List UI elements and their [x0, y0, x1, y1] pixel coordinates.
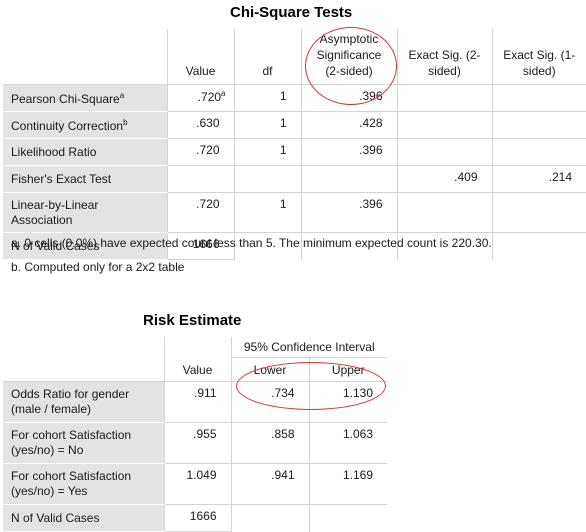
cell-value	[166, 165, 234, 193]
cell-exact1: .214	[491, 165, 586, 193]
cell-asymp: .396	[300, 138, 397, 166]
row-label: Continuity Correctionb	[3, 111, 167, 139]
cell-exact2	[396, 138, 492, 166]
column-header-value: Value	[166, 29, 234, 85]
cell-asymp	[300, 165, 397, 193]
corner-cell	[3, 357, 164, 382]
column-header-exact-sig-2-sided: Exact Sig. (2-sided)	[396, 29, 492, 85]
row-label: Odds Ratio for gender (male / female)	[3, 381, 164, 423]
cell-lower: .734	[230, 381, 309, 423]
cell-lower: .941	[230, 463, 309, 505]
cell-df: 1	[233, 138, 301, 166]
risk-estimate-title: Risk Estimate	[143, 312, 242, 329]
row-label: Fisher's Exact Test	[3, 165, 167, 193]
table-row: Pearson Chi-Squarea .720a 1 .396	[3, 84, 586, 112]
row-label: N of Valid Cases	[3, 504, 164, 532]
row-label: Pearson Chi-Squarea	[3, 84, 167, 112]
cell-upper: 1.169	[308, 463, 387, 505]
cell-value: .630	[166, 111, 234, 139]
cell-upper: 1.130	[308, 381, 387, 423]
footnote-marker: b	[123, 117, 128, 127]
cell-value: .911	[163, 381, 231, 423]
table-row: Linear-by-Linear Association .720 1 .396	[3, 192, 586, 233]
row-label: N of Valid Cases	[3, 232, 167, 260]
confidence-interval-group-header: 95% Confidence Interval	[230, 337, 387, 358]
table-row: Odds Ratio for gender (male / female) .9…	[3, 381, 387, 423]
cell-df	[233, 232, 301, 260]
column-header-upper: Upper	[308, 357, 387, 382]
cell-exact1	[491, 138, 586, 166]
chi-square-table: Value df Asymptotic Significance (2-side…	[3, 29, 586, 260]
cell-value: 1666	[166, 232, 234, 260]
table-row: Continuity Correctionb .630 1 .428	[3, 111, 586, 139]
cell-value: 1.049	[163, 463, 231, 505]
risk-estimate-table: 95% Confidence Interval Value Lower Uppe…	[3, 337, 387, 532]
cell-value: .720	[166, 138, 234, 166]
cell-exact1	[491, 232, 586, 260]
row-label: Linear-by-Linear Association	[3, 192, 167, 233]
table-row: N of Valid Cases 1666	[3, 232, 586, 260]
cell-asymp: .396	[300, 192, 397, 233]
spacer-cell	[163, 337, 231, 358]
cell-lower: .858	[230, 422, 309, 464]
table-header-row: 95% Confidence Interval	[3, 337, 387, 358]
cell-exact2	[396, 111, 492, 139]
table-header-row: Value Lower Upper	[3, 357, 387, 382]
table-row: Fisher's Exact Test .409 .214	[3, 165, 586, 193]
footnote-b: b. Computed only for a 2x2 table	[11, 260, 185, 274]
cell-upper: 1.063	[308, 422, 387, 464]
column-header-exact-sig-1-sided: Exact Sig. (1-sided)	[491, 29, 586, 85]
cell-asymp: .396	[300, 84, 397, 112]
cell-exact2	[396, 232, 492, 260]
table-row: Likelihood Ratio .720 1 .396	[3, 138, 586, 166]
cell-value: .720a	[166, 84, 234, 112]
row-label: Likelihood Ratio	[3, 138, 167, 166]
corner-cell	[3, 29, 167, 85]
table-row: N of Valid Cases 1666	[3, 504, 387, 532]
cell-df: 1	[233, 111, 301, 139]
cell-exact2	[396, 84, 492, 112]
cell-asymp	[300, 232, 397, 260]
footnote-marker: a	[119, 90, 125, 100]
table-row: For cohort Satisfaction (yes/no) = No .9…	[3, 422, 387, 464]
table-row: For cohort Satisfaction (yes/no) = Yes 1…	[3, 463, 387, 505]
cell-exact2: .409	[396, 165, 492, 193]
column-header-df: df	[233, 29, 301, 85]
cell-exact1	[491, 84, 586, 112]
table-header-row: Value df Asymptotic Significance (2-side…	[3, 29, 586, 85]
chi-square-title: Chi-Square Tests	[230, 4, 353, 21]
cell-exact2	[396, 192, 492, 233]
cell-value: .955	[163, 422, 231, 464]
footnote-a: a. 0 cells (0.0%) have expected count le…	[11, 236, 492, 250]
column-header-lower: Lower	[230, 357, 309, 382]
cell-df: 1	[233, 192, 301, 233]
cell-lower	[230, 504, 309, 532]
cell-value: .720	[166, 192, 234, 233]
cell-upper	[308, 504, 387, 532]
cell-exact1	[491, 192, 586, 233]
cell-value: 1666	[163, 504, 231, 532]
cell-exact1	[491, 111, 586, 139]
footnote-marker: a	[221, 89, 226, 98]
cell-df: 1	[233, 84, 301, 112]
row-label: For cohort Satisfaction (yes/no) = No	[3, 422, 164, 464]
row-label: For cohort Satisfaction (yes/no) = Yes	[3, 463, 164, 505]
column-header-asymptotic-significance: Asymptotic Significance (2-sided)	[300, 29, 397, 85]
cell-df	[233, 165, 301, 193]
corner-cell	[3, 337, 164, 358]
column-header-value: Value	[163, 357, 231, 382]
cell-asymp: .428	[300, 111, 397, 139]
